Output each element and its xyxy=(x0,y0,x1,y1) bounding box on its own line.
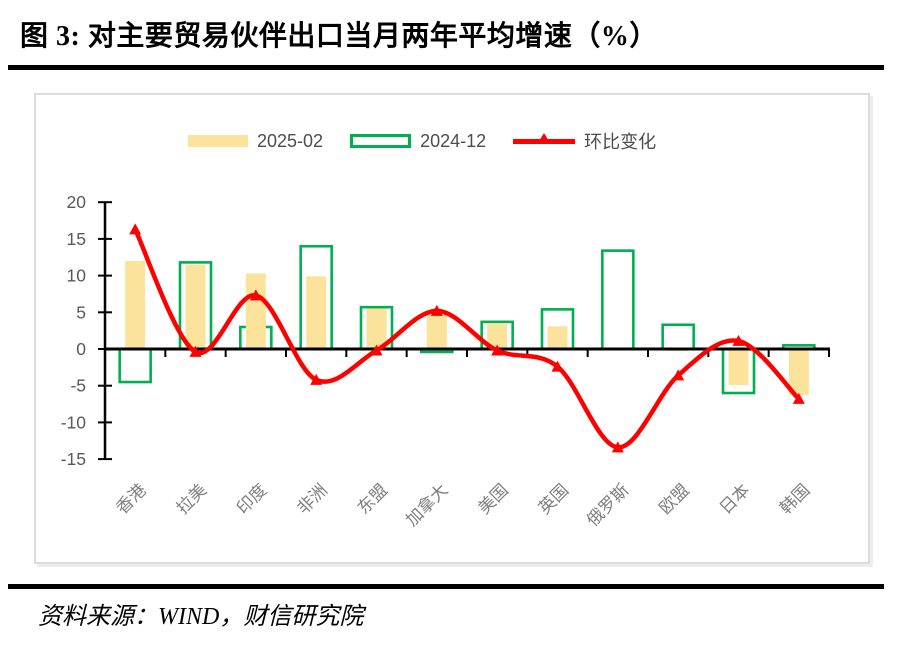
svg-text:-5: -5 xyxy=(70,376,86,396)
svg-text:英国: 英国 xyxy=(535,480,572,517)
legend-item-mom-change: 环比变化 xyxy=(513,128,656,154)
figure-title: 图 3: 对主要贸易伙伴出口当月两年平均增速（%） xyxy=(20,21,658,52)
legend-label-2025-02: 2025-02 xyxy=(257,130,324,151)
svg-text:韩国: 韩国 xyxy=(776,480,813,517)
svg-text:-10: -10 xyxy=(61,412,87,432)
svg-text:0: 0 xyxy=(76,339,86,359)
svg-text:20: 20 xyxy=(67,192,87,212)
title-rule xyxy=(8,65,884,70)
svg-text:加拿大: 加拿大 xyxy=(401,480,451,530)
svg-text:日本: 日本 xyxy=(716,480,753,517)
legend-label-2024-12: 2024-12 xyxy=(420,130,487,151)
outline-bar-swatch-icon xyxy=(350,134,412,148)
svg-text:东盟: 东盟 xyxy=(354,480,391,517)
legend-label-mom-change: 环比变化 xyxy=(584,132,657,152)
filled-bar-swatch-icon xyxy=(188,135,248,147)
svg-text:拉美: 拉美 xyxy=(173,480,210,517)
svg-text:香港: 香港 xyxy=(113,480,150,517)
svg-text:非洲: 非洲 xyxy=(294,480,331,517)
source-note: 资料来源：WIND，财信研究院 xyxy=(38,604,364,630)
svg-text:美国: 美国 xyxy=(475,480,512,517)
svg-text:印度: 印度 xyxy=(233,480,270,517)
svg-text:欧盟: 欧盟 xyxy=(656,480,693,517)
svg-text:-15: -15 xyxy=(61,449,86,469)
chart-plot: 20 15 10 5 0 -5 -10 -15 香港 拉美 印度 非洲 东盟 加拿大 美国 英国 俄罗斯 欧盟 日本… xyxy=(61,192,830,530)
svg-text:俄罗斯: 俄罗斯 xyxy=(583,480,632,529)
svg-text:15: 15 xyxy=(67,229,86,249)
svg-text:5: 5 xyxy=(76,302,86,322)
legend-item-2024-12: 2024-12 xyxy=(350,131,486,152)
line-marker-swatch-icon xyxy=(513,132,576,144)
chart-container: 2025-02 2024-12 环比变化 20 15 10 5 0 -5 -10 -15 香港拉… xyxy=(34,93,870,564)
svg-text:10: 10 xyxy=(67,266,87,286)
chart-legend: 2025-02 2024-12 环比变化 xyxy=(188,128,656,154)
footer-rule xyxy=(8,584,884,589)
legend-item-2025-02: 2025-02 xyxy=(188,131,323,152)
